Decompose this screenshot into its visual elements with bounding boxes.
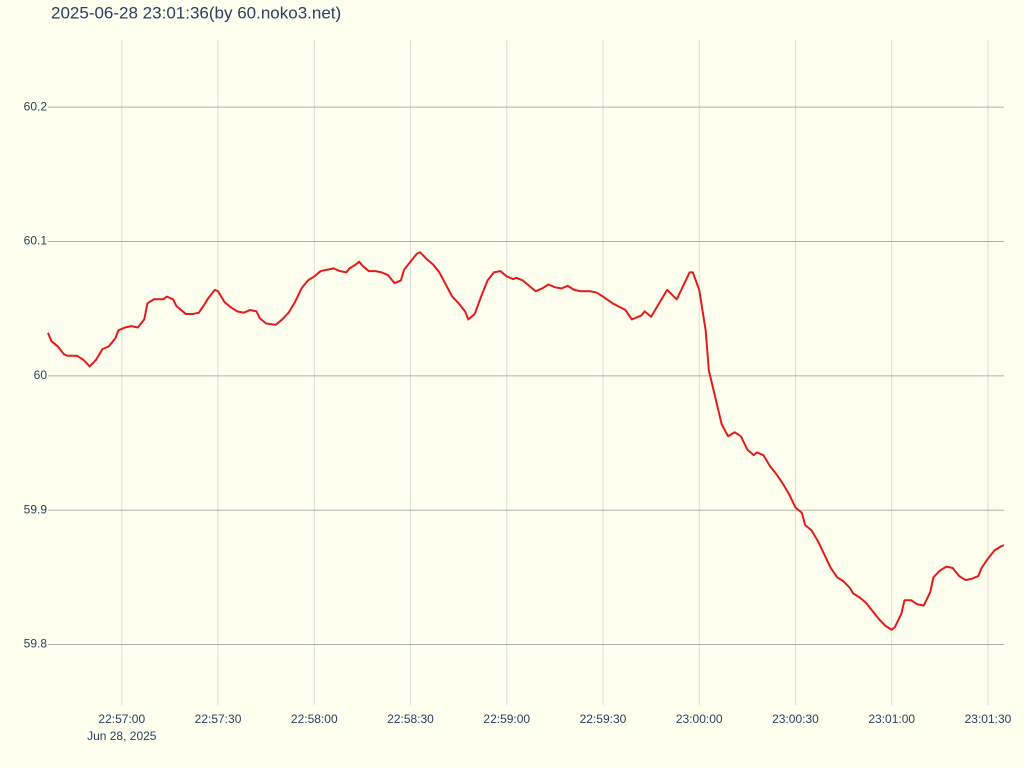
y-tick-label: 59.9 xyxy=(24,502,48,516)
line xyxy=(47,251,1005,631)
x-tick-label: 22:58:30 xyxy=(387,712,434,726)
x-tick-label: 22:57:30 xyxy=(195,712,242,726)
y-tick-label: 60.2 xyxy=(24,99,48,113)
plot xyxy=(47,251,1005,631)
x-date-label: Jun 28, 2025 xyxy=(87,729,157,743)
x-tick-label: 22:57:00 xyxy=(98,712,145,726)
y-tick-label: 59.8 xyxy=(24,637,48,651)
y-tick-label: 60.1 xyxy=(24,234,48,248)
x-tick-label: 22:58:00 xyxy=(291,712,338,726)
x-tick-label: 23:00:30 xyxy=(772,712,819,726)
x-tick-label: 23:01:00 xyxy=(868,712,915,726)
x-tick-label: 23:00:00 xyxy=(676,712,723,726)
y-tick-label: 60 xyxy=(34,368,48,382)
chart-title: 2025-06-28 23:01:36(by 60.noko3.net) xyxy=(51,3,341,22)
x-tick-label: 22:59:30 xyxy=(580,712,627,726)
grid xyxy=(48,40,1004,705)
x-tick-label: 23:01:30 xyxy=(965,712,1012,726)
x-tick-label: 22:59:00 xyxy=(483,712,530,726)
